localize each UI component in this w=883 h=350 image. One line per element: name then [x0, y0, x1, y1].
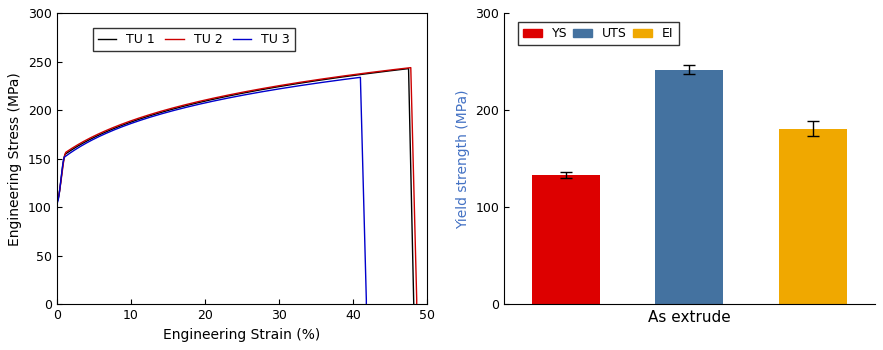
TU 1 — [336, 75, 347, 79]
TU 2 — [239, 90, 250, 94]
TU 1 — [137, 116, 147, 120]
Bar — [532, 175, 600, 304]
TU 3 — [100, 132, 110, 136]
Line: TU 1: TU 1 — [57, 69, 414, 304]
Legend: YS, UTS, EI: YS, UTS, EI — [517, 22, 679, 46]
TU 1 — [238, 91, 249, 95]
TU 2 — [109, 125, 119, 130]
TU 3 — [302, 83, 313, 87]
TU 3 — [51, 302, 62, 306]
Y-axis label: Yield strength (MPa): Yield strength (MPa) — [456, 89, 470, 229]
TU 1 — [342, 74, 352, 78]
Legend: TU 1, TU 2, TU 3: TU 1, TU 2, TU 3 — [93, 28, 295, 51]
Bar — [779, 129, 847, 304]
Line: TU 2: TU 2 — [57, 68, 417, 304]
TU 3 — [52, 201, 63, 205]
TU 3 — [125, 121, 136, 126]
Bar — [655, 70, 723, 304]
X-axis label: As extrude: As extrude — [648, 310, 731, 325]
TU 1 — [107, 127, 117, 131]
TU 2 — [339, 74, 350, 78]
TU 3 — [213, 98, 223, 102]
TU 3 — [361, 302, 372, 306]
TU 2 — [51, 302, 62, 306]
TU 3 — [298, 83, 308, 87]
TU 3 — [355, 75, 366, 79]
Y-axis label: Engineering Stress (MPa): Engineering Stress (MPa) — [8, 72, 22, 246]
Line: TU 3: TU 3 — [57, 77, 366, 304]
TU 1 — [52, 199, 63, 203]
TU 2 — [405, 65, 416, 70]
TU 2 — [52, 198, 63, 202]
TU 1 — [51, 302, 62, 306]
X-axis label: Engineering Strain (%): Engineering Strain (%) — [163, 328, 321, 342]
TU 2 — [138, 114, 148, 119]
TU 1 — [404, 66, 414, 71]
TU 1 — [409, 302, 419, 306]
TU 2 — [411, 302, 422, 306]
TU 2 — [343, 73, 354, 77]
